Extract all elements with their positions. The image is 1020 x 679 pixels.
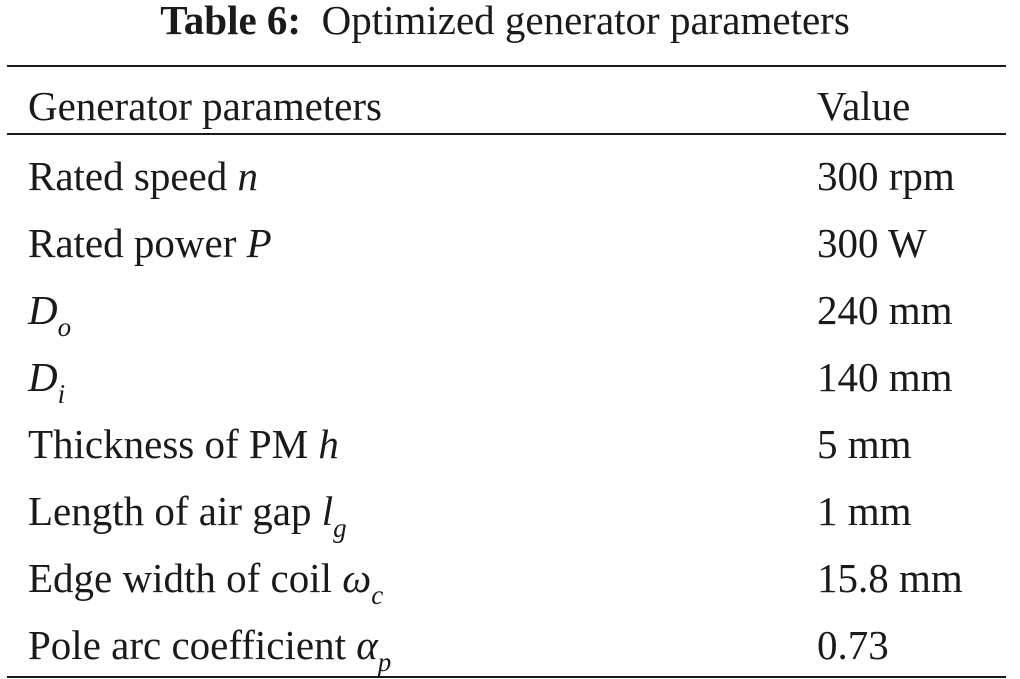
table-caption-text: Optimized generator parameters bbox=[321, 0, 850, 43]
param-symbol: α bbox=[356, 622, 378, 668]
param-symbol: D bbox=[28, 287, 58, 333]
param-symbol: P bbox=[246, 220, 272, 266]
table-row-value: 300 W bbox=[817, 220, 927, 266]
table-row-param: Length of air gap lg bbox=[28, 488, 347, 543]
param-symbol: D bbox=[28, 354, 58, 400]
param-name: Rated speed bbox=[28, 153, 228, 199]
table-row-value: 0.73 bbox=[817, 622, 889, 668]
param-subscript: o bbox=[57, 312, 72, 342]
table-caption: Table 6: Optimized generator parameters bbox=[0, 0, 1010, 43]
param-subscript: g bbox=[333, 513, 347, 543]
header-parameters: Generator parameters bbox=[28, 83, 382, 129]
table-top-rule bbox=[7, 65, 1006, 67]
table-row-param: Edge width of coil ωc bbox=[28, 555, 383, 610]
table-row-value: 140 mm bbox=[817, 354, 953, 400]
header-value: Value bbox=[817, 83, 911, 129]
param-symbol: h bbox=[318, 421, 339, 467]
table-row-value: 300 rpm bbox=[817, 153, 955, 199]
table-row-param: Rated speed n bbox=[28, 154, 258, 203]
param-symbol: ω bbox=[342, 555, 372, 601]
table-row-value: 1 mm bbox=[817, 488, 912, 534]
table-row-value: 240 mm bbox=[817, 287, 953, 333]
table-bottom-rule bbox=[7, 676, 1006, 678]
param-subscript: i bbox=[57, 379, 66, 409]
table-header-rule bbox=[7, 133, 1006, 135]
param-name: Length of air gap bbox=[28, 488, 312, 534]
param-subscript: c bbox=[371, 580, 384, 610]
table-row-param: Thickness of PM h bbox=[28, 422, 339, 471]
table-row-param: Rated power P bbox=[28, 221, 272, 270]
table-caption-label: Table 6: bbox=[160, 0, 302, 43]
table-row-value: 15.8 mm bbox=[817, 555, 963, 601]
param-symbol: n bbox=[237, 153, 258, 199]
table-row-param: Pole arc coefficient αp bbox=[28, 622, 391, 677]
table-row-param: Di bbox=[28, 354, 65, 409]
table-row-param: Do bbox=[28, 287, 71, 342]
table-row-value: 5 mm bbox=[817, 421, 912, 467]
param-symbol: l bbox=[321, 488, 334, 534]
param-name: Rated power bbox=[28, 220, 237, 266]
param-name: Pole arc coefficient bbox=[28, 622, 346, 668]
param-name: Edge width of coil bbox=[28, 555, 333, 601]
param-name: Thickness of PM bbox=[28, 421, 309, 467]
param-subscript: p bbox=[377, 647, 392, 677]
